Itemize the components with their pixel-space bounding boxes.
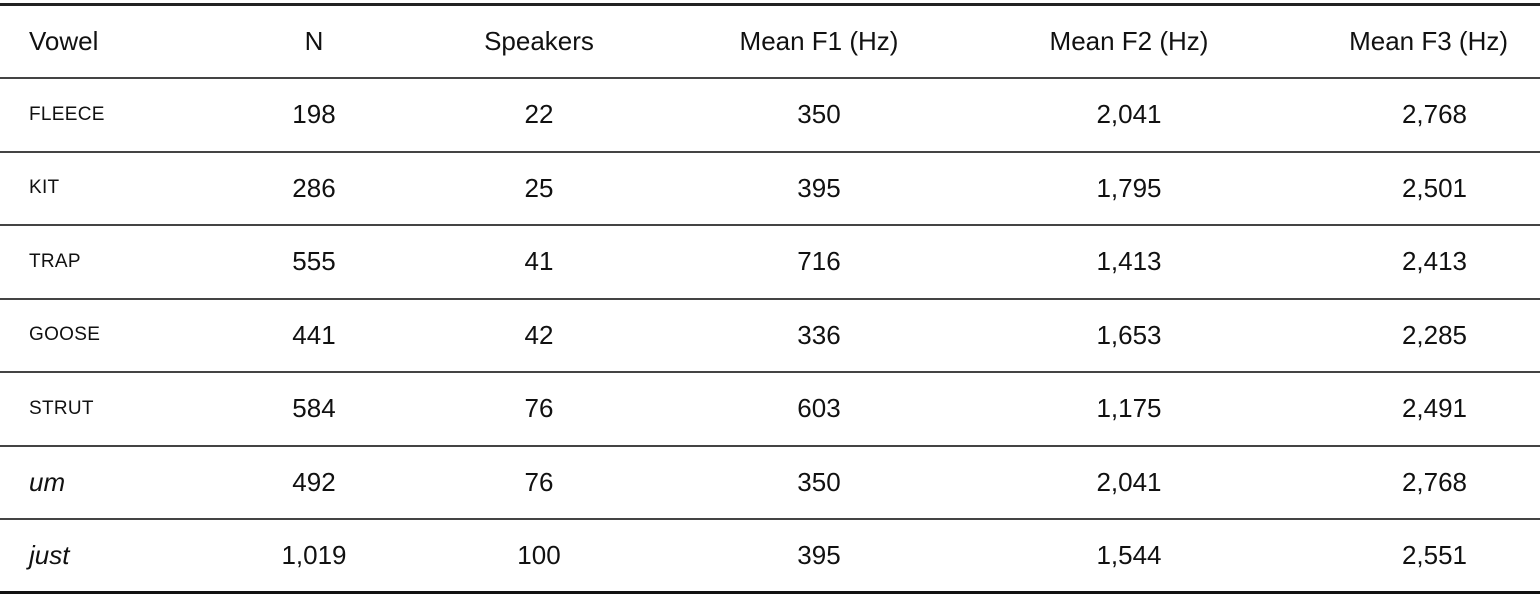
speakers-cell: 25 [369,151,709,226]
vowel-cell: GOOSE [0,298,259,373]
n-cell: 286 [259,151,369,226]
mean-f1-cell: 395 [709,519,929,594]
header-mean-f3: Mean F3 (Hz) [1329,4,1540,79]
mean-f1-cell: 716 [709,225,929,300]
vowel-cell: KIT [0,151,259,226]
mean-f2-cell: 2,041 [929,445,1329,520]
speakers-cell: 76 [369,372,709,447]
mean-f2-cell: 2,041 [929,78,1329,153]
header-mean-f1: Mean F1 (Hz) [709,4,929,79]
mean-f2-cell: 1,175 [929,372,1329,447]
mean-f3-cell: 2,413 [1329,225,1540,300]
table-row: KIT 286 25 395 1,795 2,501 [0,151,1540,226]
speakers-cell: 42 [369,298,709,373]
table-row: TRAP 555 41 716 1,413 2,413 [0,225,1540,300]
mean-f1-cell: 336 [709,298,929,373]
speakers-cell: 100 [369,519,709,594]
table-row: just 1,019 100 395 1,544 2,551 [0,519,1540,594]
n-cell: 1,019 [259,519,369,594]
mean-f3-cell: 2,768 [1329,445,1540,520]
mean-f2-cell: 1,413 [929,225,1329,300]
vowel-formant-table: Vowel N Speakers Mean F1 (Hz) Mean F2 (H… [0,3,1540,594]
mean-f1-cell: 350 [709,445,929,520]
header-mean-f2: Mean F2 (Hz) [929,4,1329,79]
mean-f3-cell: 2,551 [1329,519,1540,594]
n-cell: 492 [259,445,369,520]
speakers-cell: 41 [369,225,709,300]
vowel-cell: just [0,519,259,594]
speakers-cell: 76 [369,445,709,520]
table-row: um 492 76 350 2,041 2,768 [0,445,1540,520]
mean-f3-cell: 2,491 [1329,372,1540,447]
n-cell: 441 [259,298,369,373]
header-row: Vowel N Speakers Mean F1 (Hz) Mean F2 (H… [0,4,1540,79]
header-n: N [259,4,369,79]
header-vowel: Vowel [0,4,259,79]
mean-f3-cell: 2,501 [1329,151,1540,226]
mean-f3-cell: 2,768 [1329,78,1540,153]
mean-f1-cell: 395 [709,151,929,226]
mean-f2-cell: 1,544 [929,519,1329,594]
n-cell: 198 [259,78,369,153]
header-speakers: Speakers [369,4,709,79]
mean-f2-cell: 1,795 [929,151,1329,226]
table-row: FLEECE 198 22 350 2,041 2,768 [0,78,1540,153]
n-cell: 555 [259,225,369,300]
table-row: GOOSE 441 42 336 1,653 2,285 [0,298,1540,373]
vowel-cell: STRUT [0,372,259,447]
speakers-cell: 22 [369,78,709,153]
vowel-cell: um [0,445,259,520]
mean-f3-cell: 2,285 [1329,298,1540,373]
table-row: STRUT 584 76 603 1,175 2,491 [0,372,1540,447]
mean-f2-cell: 1,653 [929,298,1329,373]
vowel-cell: TRAP [0,225,259,300]
mean-f1-cell: 350 [709,78,929,153]
mean-f1-cell: 603 [709,372,929,447]
n-cell: 584 [259,372,369,447]
vowel-cell: FLEECE [0,78,259,153]
